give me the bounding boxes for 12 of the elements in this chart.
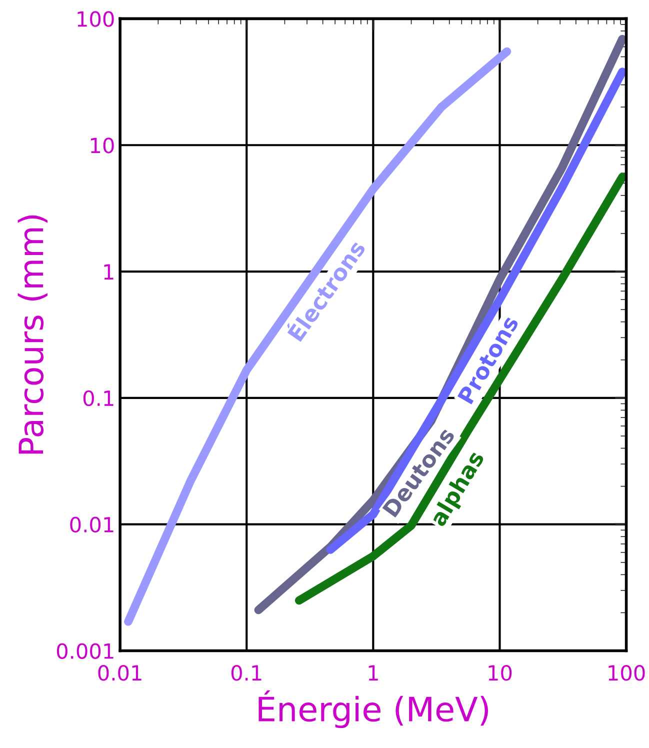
x-tick-label: 10	[488, 665, 512, 681]
x-axis-title: Énergie (MeV)	[258, 690, 488, 728]
y-tick-label: 0.01	[70, 516, 114, 533]
y-tick-label: 10	[90, 138, 114, 154]
x-tick-label: 0.1	[231, 665, 262, 681]
y-tick-label: 0.1	[83, 390, 114, 406]
x-tick-label: 100	[608, 665, 645, 681]
y-tick-label: 1	[104, 264, 114, 280]
y-axis-title: Parcours (mm)	[18, 215, 48, 454]
y-tick-label: 0.001	[56, 643, 114, 659]
y-tick-label: 100	[78, 11, 114, 27]
x-tick-label: 1	[368, 665, 378, 680]
